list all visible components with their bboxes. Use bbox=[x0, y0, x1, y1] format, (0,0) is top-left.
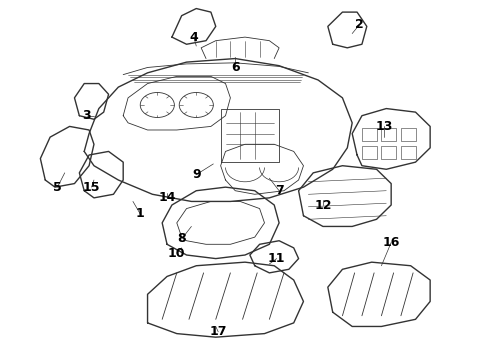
Text: 13: 13 bbox=[375, 120, 392, 133]
Bar bbox=[362, 146, 376, 158]
Bar bbox=[401, 128, 416, 141]
Text: 16: 16 bbox=[383, 236, 400, 249]
Text: 6: 6 bbox=[231, 61, 240, 74]
Bar bbox=[362, 128, 376, 141]
Text: 5: 5 bbox=[53, 181, 62, 194]
Bar bbox=[401, 146, 416, 158]
Text: 12: 12 bbox=[314, 198, 332, 212]
Text: 4: 4 bbox=[190, 31, 198, 44]
Text: 10: 10 bbox=[168, 247, 186, 260]
Text: 3: 3 bbox=[82, 109, 91, 122]
Text: 11: 11 bbox=[268, 252, 285, 265]
Text: 17: 17 bbox=[209, 325, 227, 338]
Text: 9: 9 bbox=[192, 168, 200, 181]
Text: 8: 8 bbox=[177, 233, 186, 246]
Bar bbox=[381, 146, 396, 158]
Bar bbox=[381, 128, 396, 141]
Text: 7: 7 bbox=[275, 184, 284, 197]
Text: 14: 14 bbox=[158, 192, 176, 204]
Text: 2: 2 bbox=[355, 18, 364, 31]
Text: 1: 1 bbox=[136, 207, 145, 220]
Text: 15: 15 bbox=[83, 181, 100, 194]
